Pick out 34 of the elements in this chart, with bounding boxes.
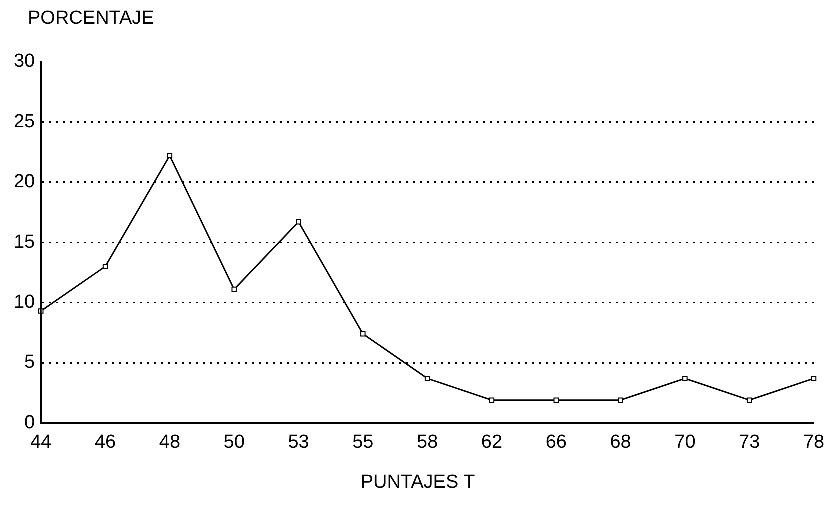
point <box>554 398 559 403</box>
x-tick-label: 53 <box>288 432 310 453</box>
point <box>167 153 173 159</box>
point <box>811 376 817 382</box>
y-tick-label: 15 <box>14 232 36 253</box>
y-tick-label: 30 <box>14 51 36 72</box>
y-tick-label: 20 <box>14 172 36 193</box>
x-tick-label: 66 <box>546 432 567 453</box>
y-tick-label: 0 <box>24 412 36 434</box>
y-tick-label: 5 <box>24 352 36 374</box>
y-tick-label: 10 <box>14 292 36 314</box>
point <box>102 264 108 270</box>
x-tick-label: 70 <box>674 432 696 453</box>
x-tick-label: 55 <box>352 432 374 453</box>
x-tick-label: 62 <box>481 432 503 453</box>
point <box>746 398 752 403</box>
point <box>618 398 624 403</box>
x-tick-label: 78 <box>803 432 825 453</box>
y-axis-title: PORCENTAJE <box>28 8 154 30</box>
x-tick-label: 73 <box>739 432 760 453</box>
x-axis-title: PUNTAJES T <box>360 472 476 494</box>
x-tick-label: 58 <box>416 432 438 453</box>
x-tick-label: 44 <box>30 432 52 453</box>
x-tick-label: 46 <box>94 432 116 453</box>
point <box>682 376 688 382</box>
point <box>232 286 237 292</box>
y-tick-label: 25 <box>14 111 36 132</box>
x-tick-label: 48 <box>159 432 181 453</box>
point <box>424 376 430 382</box>
x-tick-label: 50 <box>224 432 245 453</box>
x-tick-label: 68 <box>610 432 632 453</box>
point <box>296 220 302 225</box>
point <box>360 331 366 337</box>
point <box>489 398 495 403</box>
